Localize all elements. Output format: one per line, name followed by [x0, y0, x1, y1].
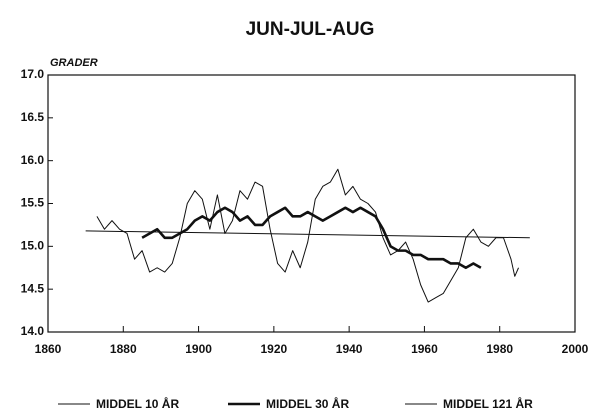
- y-tick-label: 15.0: [21, 239, 45, 253]
- series-line: [96, 168, 519, 303]
- legend-label: MIDDEL 121 ÅR: [443, 396, 533, 411]
- x-tick-label: 1880: [110, 342, 137, 356]
- chart-title: JUN-JUL-AUG: [246, 19, 375, 40]
- x-tick-label: 1860: [35, 342, 62, 356]
- y-tick-label: 16.0: [21, 153, 45, 167]
- y-tick-label: 14.0: [21, 324, 45, 338]
- y-tick-label: 17.0: [21, 67, 45, 81]
- x-tick-label: 1920: [261, 342, 288, 356]
- legend-label: MIDDEL 10 ÅR: [96, 396, 179, 411]
- plot-frame: [47, 74, 576, 333]
- x-tick-label: 1900: [185, 342, 212, 356]
- legend-label: MIDDEL 30 ÅR: [266, 396, 349, 411]
- x-tick-label: 1960: [411, 342, 438, 356]
- x-tick-label: 1940: [336, 342, 363, 356]
- y-tick-label: 15.5: [21, 196, 45, 210]
- series-line: [85, 230, 530, 239]
- y-tick-label: 14.5: [21, 281, 45, 295]
- x-tick-label: 2000: [562, 342, 589, 356]
- y-tick-label: 16.5: [21, 110, 45, 124]
- series-line: [141, 206, 482, 270]
- y-axis-label: GRADER: [50, 57, 98, 69]
- x-tick-label: 1980: [486, 342, 513, 356]
